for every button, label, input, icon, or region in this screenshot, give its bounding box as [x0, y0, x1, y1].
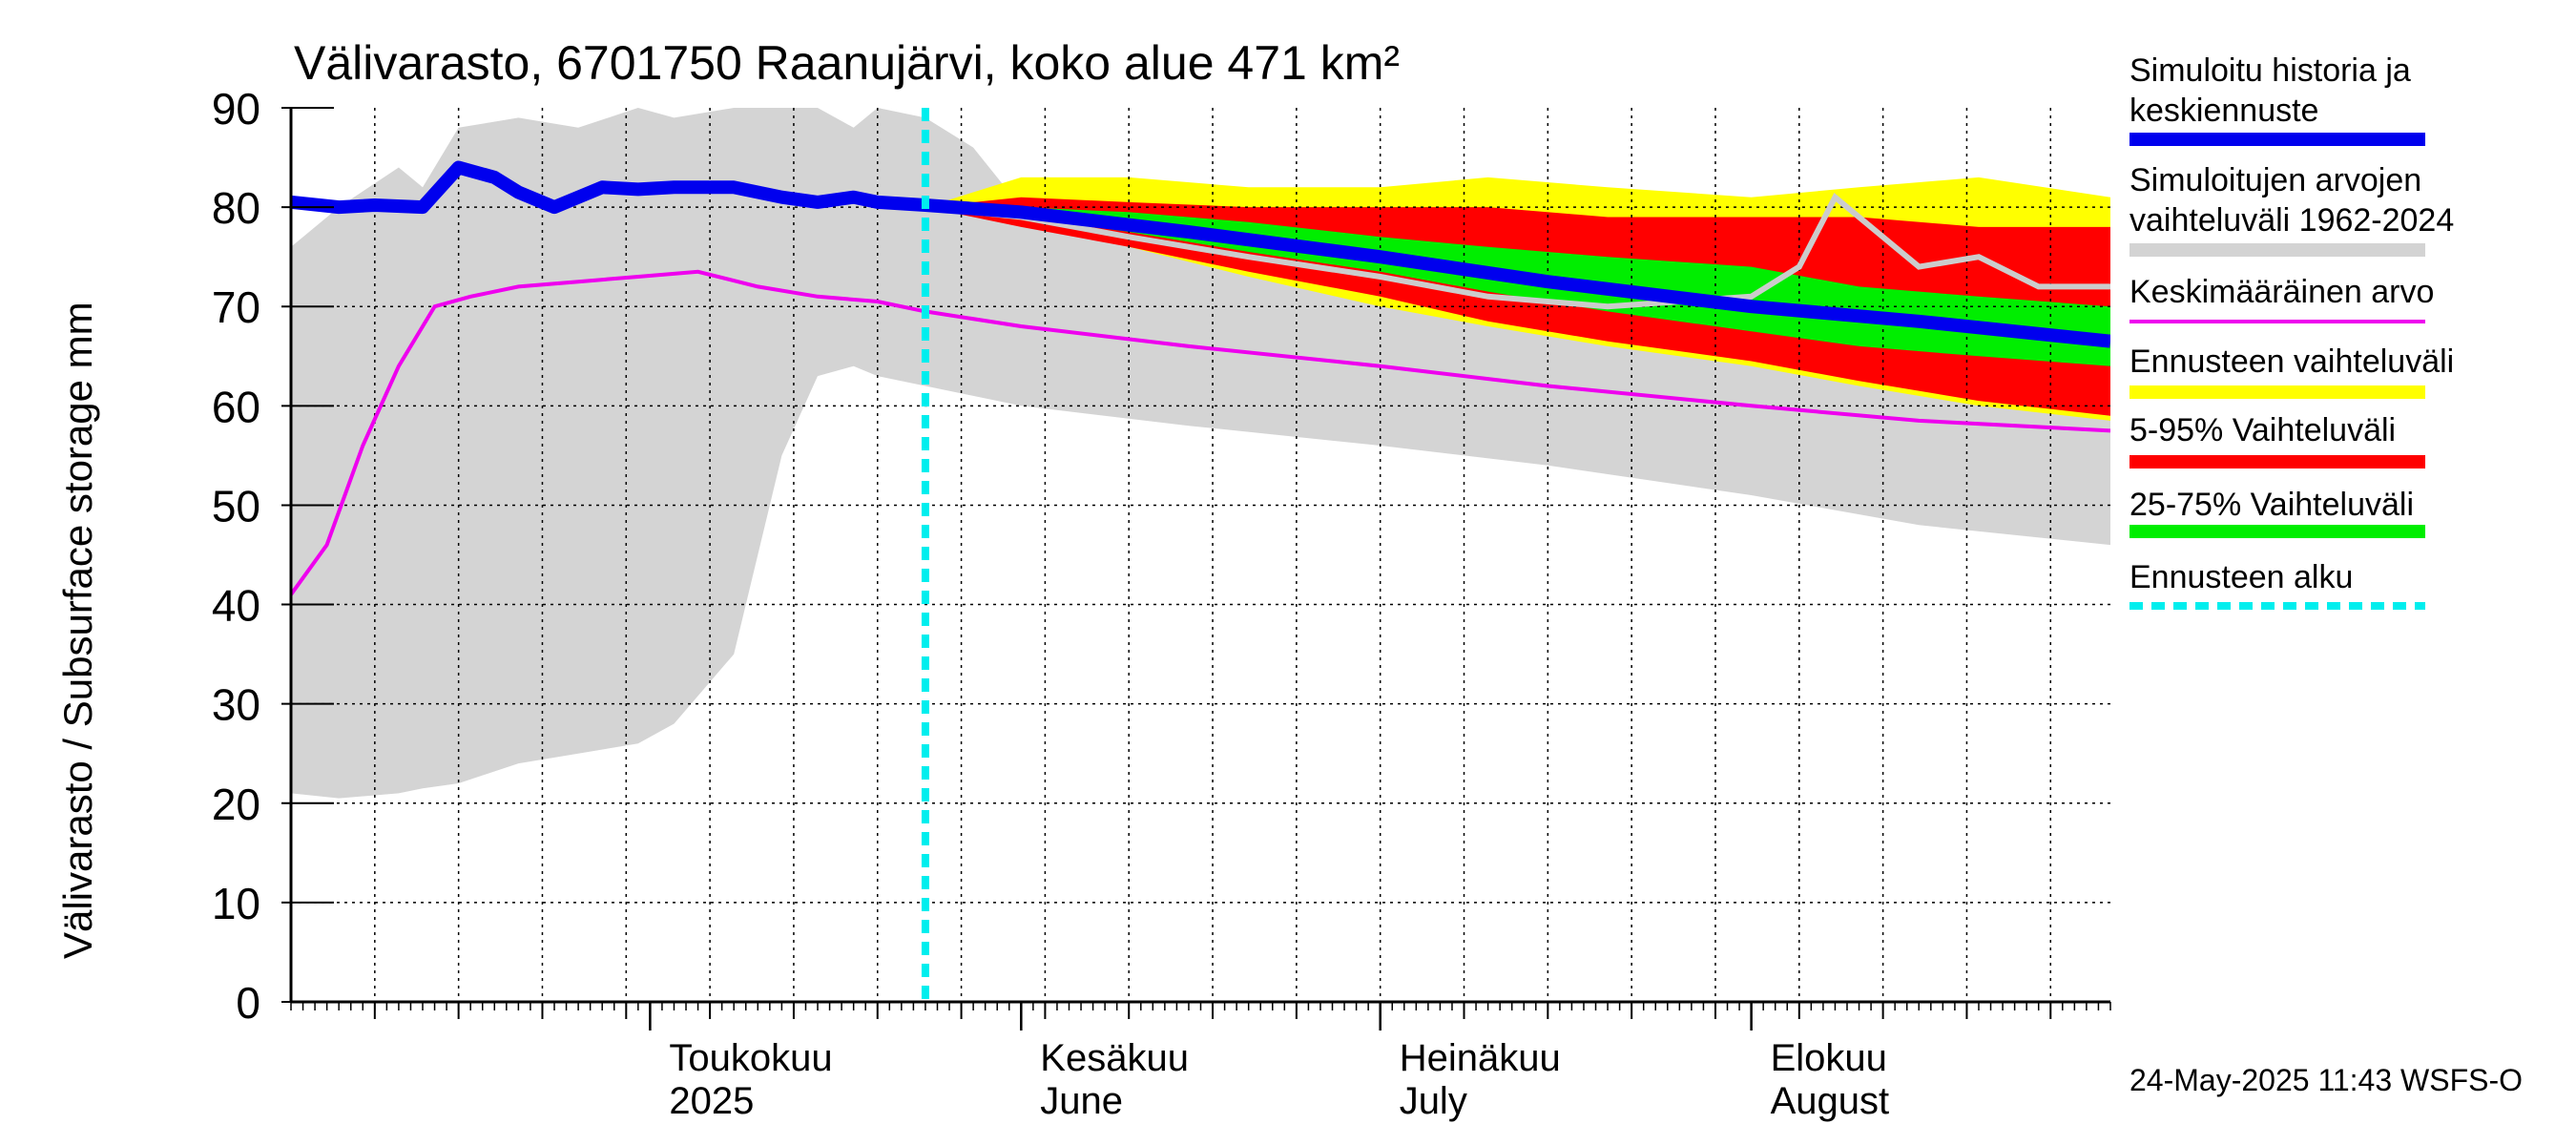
x-month-label-en: July [1400, 1080, 1467, 1122]
y-tick-label: 30 [212, 680, 260, 730]
legend-label: Simuloitu historia ja [2129, 52, 2411, 89]
y-tick-label: 50 [212, 481, 260, 531]
legend-label: 5-95% Vaihteluväli [2129, 412, 2396, 448]
legend-label: vaihteluväli 1962-2024 [2129, 202, 2454, 239]
y-tick-label: 70 [212, 282, 260, 332]
x-month-label-fi: Elokuu [1771, 1037, 1887, 1079]
x-month-label-fi: Heinäkuu [1400, 1037, 1561, 1079]
legend-label: Keskimääräinen arvo [2129, 274, 2434, 310]
legend-label: keskiennuste [2129, 93, 2318, 129]
legend: Simuloitu historia ja keskiennuste Simuloi… [2129, 52, 2454, 610]
timestamp: 24-May-2025 11:43 WSFS-O [2129, 1063, 2523, 1097]
legend-label: Ennusteen alku [2129, 559, 2353, 595]
y-axis-label: Välivarasto / Subsurface storage mm [55, 302, 100, 959]
mean-line [291, 269, 2110, 596]
y-tick-label: 40 [212, 581, 260, 631]
y-tick-label: 10 [212, 879, 260, 928]
legend-label: Simuloitujen arvojen [2129, 162, 2421, 198]
x-month-label-en: August [1771, 1080, 1890, 1122]
y-tick-label: 60 [212, 382, 260, 431]
x-month-label-fi: Toukokuu [669, 1037, 832, 1079]
chart-title: Välivarasto, 6701750 Raanujärvi, koko al… [294, 36, 1400, 90]
y-tick-label: 80 [212, 183, 260, 233]
y-tick-label: 90 [212, 84, 260, 134]
plot-inner [291, 108, 2110, 1002]
x-month-label-fi: Kesäkuu [1040, 1037, 1189, 1079]
y-tick-label: 0 [236, 978, 260, 1028]
legend-label: Ennusteen vaihteluväli [2129, 344, 2454, 380]
legend-label: 25-75% Vaihteluväli [2129, 487, 2414, 523]
simulated-forecast-line [291, 160, 2110, 348]
plot-area: 0102030405060708090Toukokuu2025KesäkuuJu… [212, 84, 2111, 1122]
p25-75-band [924, 207, 2110, 366]
y-tick-label: 20 [212, 780, 260, 829]
x-month-label-en: June [1040, 1080, 1123, 1122]
grid [291, 108, 2110, 1002]
x-month-label-en: 2025 [669, 1080, 754, 1122]
